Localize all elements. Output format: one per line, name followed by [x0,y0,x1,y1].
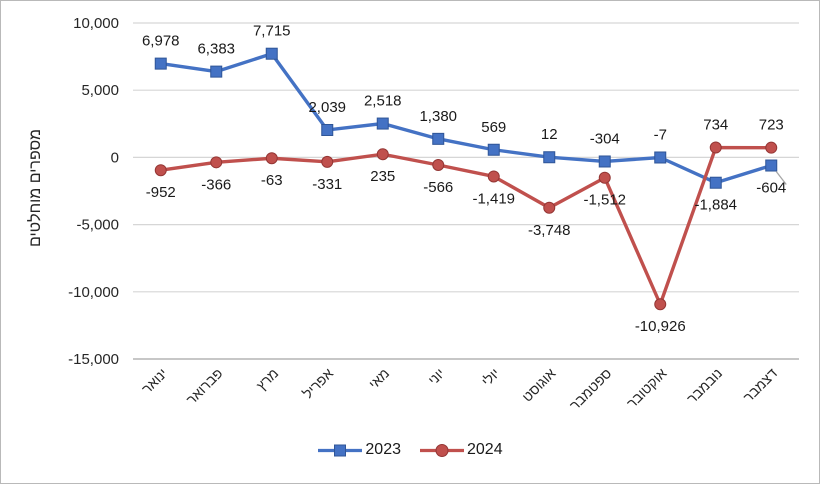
data-point-marker-2023 [432,132,445,145]
data-label-2024: -566 [423,179,453,196]
data-label-2024: 723 [759,117,784,134]
chart-legend: 2023 2024 [1,441,819,459]
data-point-marker-2024 [210,156,223,169]
data-label-2024: -366 [201,176,231,193]
data-point-marker-2024 [709,141,722,154]
data-label-2024: -952 [146,184,176,201]
data-label-2023: 1,380 [419,108,457,125]
data-point-marker-2024 [265,152,278,165]
data-label-2023: 569 [481,119,506,136]
data-point-marker-2024 [598,171,611,184]
data-label-leader-line [775,171,787,185]
data-label-2024: -3,748 [528,222,571,239]
data-label-2023: 2,039 [308,99,346,116]
legend-item-2024: 2024 [419,441,503,459]
data-point-marker-2024 [376,148,389,161]
y-axis-tick-label: 0 [111,149,119,166]
y-axis-tick-label: 10,000 [73,15,119,32]
data-label-2023: 12 [541,126,558,143]
legend-label-2024: 2024 [467,441,503,458]
legend-marker-2024-icon [420,443,464,457]
data-label-2023: 7,715 [253,23,291,40]
data-point-marker-2024 [432,159,445,172]
data-point-marker-2023 [210,65,223,78]
data-point-marker-2023 [487,143,500,156]
data-label-2023: -304 [590,130,620,147]
data-point-marker-2024 [543,201,556,214]
data-label-2024: -1,512 [583,192,626,209]
data-point-marker-2023 [376,117,389,130]
data-point-marker-2024 [487,170,500,183]
data-point-marker-2023 [321,123,334,136]
legend-item-2023: 2023 [317,441,401,459]
data-label-2024: -10,926 [635,318,686,335]
data-label-2024: 235 [370,168,395,185]
data-point-marker-2023 [598,155,611,168]
series-line-2023 [160,52,772,185]
y-axis-title: מספרים מוחלטים [27,128,44,247]
y-axis-tick-label: -15,000 [68,351,119,368]
legend-marker-2023-icon [318,444,363,456]
data-label-2023: 6,978 [142,33,180,50]
legend-label-2023: 2023 [365,441,401,458]
data-label-2024: -331 [312,176,342,193]
y-axis-tick-label: -5,000 [76,217,119,234]
data-label-2023: 2,518 [364,93,402,110]
series-line-2024 [160,145,772,306]
data-point-marker-2023 [543,151,556,164]
data-point-marker-2023 [709,176,722,189]
y-axis-tick-label: -10,000 [68,284,119,301]
data-label-2023: -7 [654,126,667,143]
data-point-marker-2023 [654,151,667,164]
data-label-2024: 734 [703,117,728,134]
data-point-marker-2024 [154,164,167,177]
data-point-marker-2024 [321,155,334,168]
data-point-marker-2023 [154,57,167,70]
data-point-marker-2023 [765,159,778,172]
y-axis-tick-label: 5,000 [81,82,119,99]
data-point-marker-2023 [265,47,278,60]
data-label-2023: -1,884 [694,197,737,214]
data-point-marker-2024 [765,141,778,154]
data-point-marker-2024 [654,298,667,311]
data-label-2024: -63 [261,172,283,189]
data-label-2023: 6,383 [197,41,235,58]
data-label-2024: -1,419 [472,190,515,207]
data-label-2023: -604 [756,180,786,197]
